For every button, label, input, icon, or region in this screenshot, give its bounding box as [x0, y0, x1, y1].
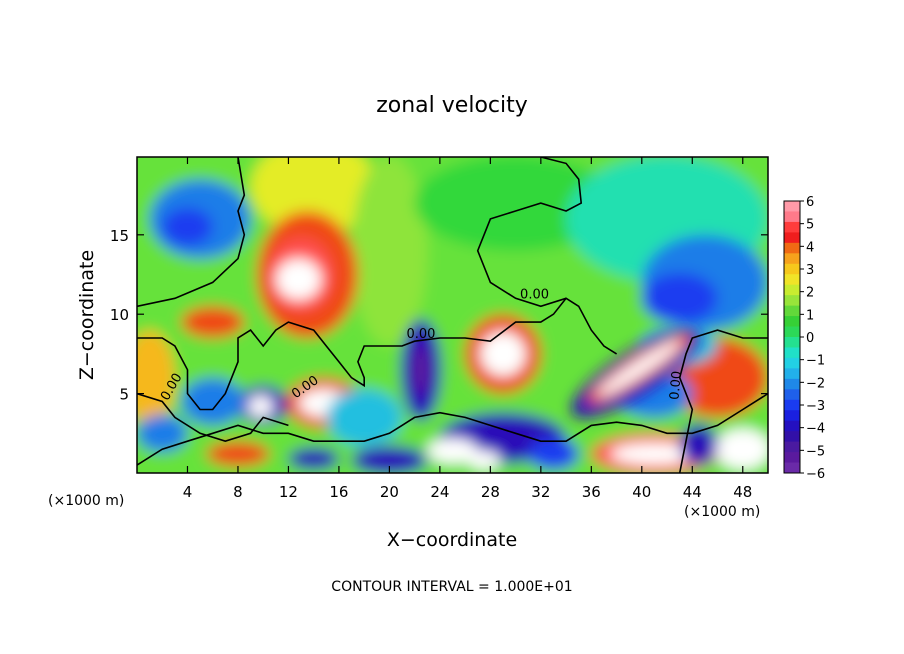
field-blob-0	[250, 157, 377, 235]
field-blob-9	[137, 330, 175, 426]
colorbar-band-8	[784, 284, 800, 296]
colorbar-band-20	[784, 410, 800, 422]
colorbar-label-5: 1	[806, 308, 814, 323]
zero-contour-3	[137, 392, 768, 466]
colorbar-band-15	[784, 357, 800, 369]
x-tick-label-2: 12	[279, 483, 298, 501]
contour-label-4: 0.00	[667, 370, 684, 400]
colorbar-label-12: −6	[806, 467, 825, 482]
colorbar-band-16	[784, 368, 800, 380]
colorbar-label-6: 0	[806, 331, 814, 346]
x-tick-label-1: 8	[233, 483, 243, 501]
x-tick-label-0: 4	[183, 483, 193, 501]
field-blob-22	[181, 377, 245, 426]
field-blob-2	[414, 157, 617, 251]
colorbar-band-22	[784, 431, 800, 443]
heatmap-field	[137, 157, 768, 473]
colorbar-label-10: −4	[806, 422, 825, 437]
field-blob-25	[427, 438, 478, 464]
x-tick-label-6: 28	[481, 483, 500, 501]
chart-title: zonal velocity	[376, 93, 528, 118]
y-tick-label-2: 15	[110, 227, 129, 245]
field-blob-27	[351, 446, 428, 473]
colorbar-band-23	[784, 441, 800, 453]
colorbar-band-9	[784, 295, 800, 307]
field-blob-23	[326, 388, 403, 447]
x-tick-label-4: 20	[380, 483, 399, 501]
colorbar-band-24	[784, 452, 800, 464]
zero-contour-0	[137, 157, 246, 308]
field-blob-17	[412, 344, 430, 396]
field-blob-5	[641, 272, 718, 324]
field-blob-7	[162, 207, 213, 246]
colorbar-label-0: 6	[806, 195, 814, 210]
colorbar-band-10	[784, 305, 800, 317]
x-tick-label-7: 32	[531, 483, 550, 501]
colorbar-band-3	[784, 232, 800, 244]
colorbar-band-1	[784, 211, 800, 223]
field-blob-19	[248, 395, 274, 418]
field-blob-10	[181, 306, 245, 339]
field-blob-29	[288, 447, 339, 470]
zero-contours	[137, 157, 768, 473]
colorbar-band-19	[784, 399, 800, 411]
colorbar-label-3: 3	[806, 263, 814, 278]
colorbar-band-12	[784, 326, 800, 338]
y-tick-label-1: 10	[110, 306, 129, 324]
colorbar-band-7	[784, 274, 800, 286]
zero-contour-1	[137, 297, 618, 411]
colorbar-band-11	[784, 316, 800, 328]
x-tick-label-10: 44	[683, 483, 702, 501]
colorbar-band-0	[784, 201, 800, 212]
field-blob-15	[480, 331, 526, 377]
contour-label-1: 0.00	[406, 327, 435, 342]
x-tick-label-3: 16	[329, 483, 348, 501]
contour-label-0: 0.00	[520, 287, 549, 302]
diagonal-jet	[571, 328, 700, 418]
colorbar-band-25	[784, 462, 800, 474]
zero-contour-5	[678, 329, 768, 473]
plot-frame	[136, 156, 769, 474]
colorbar-band-18	[784, 389, 800, 401]
colorbar-band-4	[784, 242, 800, 254]
x-tick-label-5: 24	[430, 483, 449, 501]
x-tick-label-11: 48	[733, 483, 752, 501]
field-blob-28	[206, 441, 270, 467]
x-units-left: (×1000 m)	[48, 493, 124, 509]
colorbar-label-4: 2	[806, 286, 814, 301]
y-tick-label-0: 5	[119, 386, 129, 404]
colorbar-label-7: −1	[806, 354, 825, 369]
zero-contour-2	[476, 157, 583, 308]
colorbar-band-6	[784, 263, 800, 275]
colorbar-band-21	[784, 420, 800, 432]
colorbar-band-2	[784, 221, 800, 233]
field-blob-33	[610, 442, 699, 466]
colorbar-band-17	[784, 378, 800, 390]
x-axis-ticks: 4 8 12 16 20 24 28 32 36 40 44 48	[183, 157, 752, 501]
y-axis-label: Z−coordinate	[76, 250, 98, 380]
y-axis-ticks: 5 10 15	[110, 227, 768, 404]
x-units-right: (×1000 m)	[684, 504, 760, 520]
colorbar: 6 5 4 3 2 1 0 −1 −2 −3 −4 −5 −6	[783, 195, 825, 482]
zero-contour-4	[137, 392, 289, 443]
contour-interval-note: CONTOUR INTERVAL = 1.000E+01	[331, 579, 572, 595]
colorbar-label-9: −3	[806, 399, 825, 414]
x-tick-label-9: 40	[632, 483, 651, 501]
field-blob-1	[351, 157, 428, 346]
field-blob-26	[467, 450, 501, 470]
x-axis-label: X−coordinate	[387, 529, 517, 551]
colorbar-band-14	[784, 347, 800, 359]
colorbar-label-2: 4	[806, 240, 814, 255]
colorbar-band-13	[784, 337, 800, 348]
colorbar-label-1: 5	[806, 218, 814, 233]
colorbar-label-8: −2	[806, 376, 825, 391]
colorbar-band-5	[784, 253, 800, 265]
x-tick-label-8: 36	[582, 483, 601, 501]
field-blob-30	[137, 414, 188, 453]
field-blob-13	[275, 258, 322, 300]
field-blob-34	[715, 428, 768, 470]
field-blob-31	[528, 438, 579, 470]
colorbar-label-11: −5	[806, 444, 825, 459]
